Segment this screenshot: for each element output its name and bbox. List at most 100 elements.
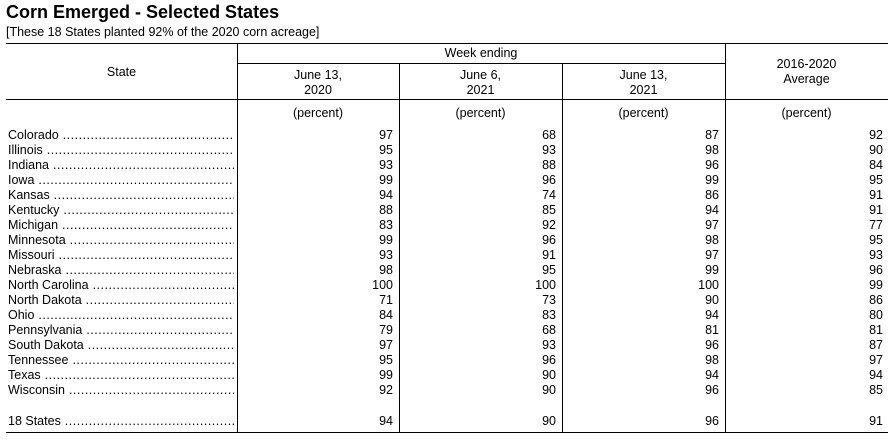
leader-dots: ........................................… — [64, 414, 234, 428]
value-cell-col-2: 73 — [542, 293, 556, 307]
leader-dots: ........................................… — [38, 173, 234, 187]
value-cell-col-2: 91 — [542, 248, 556, 262]
leader-dots: ........................................… — [92, 278, 234, 292]
value-cell-col-4: 95 — [869, 233, 883, 247]
table-title: Corn Emerged - Selected States — [6, 2, 280, 22]
header-col-2-line-1: June 6, — [459, 68, 501, 82]
value-cell-col-3: 98 — [705, 353, 719, 367]
state-label: Kansas .................................… — [8, 188, 234, 203]
leader-dots: ........................................… — [86, 323, 234, 337]
header-state: State — [106, 65, 137, 79]
state-name: Illinois — [8, 143, 43, 157]
value-cell-col-2: 85 — [542, 203, 556, 217]
value-cell-col-3: 100 — [698, 278, 719, 292]
value-cell-col-4: 97 — [869, 353, 883, 367]
value-cell-col-1: 92 — [379, 383, 393, 397]
state-name: Pennsylvania — [8, 323, 83, 337]
value-cell-col-1: 88 — [379, 203, 393, 217]
value-cell-col-3: 94 — [705, 203, 719, 217]
value-cell-col-3: 86 — [705, 188, 719, 202]
leader-dots: ........................................… — [53, 188, 234, 202]
state-name: Wisconsin — [8, 383, 65, 397]
value-cell-col-4: 85 — [869, 383, 883, 397]
table-subtitle: [These 18 States planted 92% of the 2020… — [6, 25, 320, 39]
leader-dots: ........................................… — [44, 368, 234, 382]
value-cell-col-1: 99 — [379, 233, 393, 247]
state-name: Kentucky — [8, 203, 60, 217]
value-cell-col-3: 99 — [705, 263, 719, 277]
value-cell-col-4: 80 — [869, 308, 883, 322]
value-cell-col-4: 96 — [869, 263, 883, 277]
value-cell-col-3: 98 — [705, 143, 719, 157]
value-cell-col-1: 100 — [372, 278, 393, 292]
value-cell-col-4: 91 — [869, 188, 883, 202]
value-cell-col-2: 96 — [542, 353, 556, 367]
value-cell-col-2: 68 — [542, 128, 556, 142]
value-cell-col-4: 99 — [869, 278, 883, 292]
value-cell-col-1: 95 — [379, 353, 393, 367]
unit-col-1: (percent) — [292, 106, 344, 120]
leader-dots: ........................................… — [68, 383, 234, 397]
value-cell-col-2: 88 — [542, 158, 556, 172]
state-name: South Dakota — [8, 338, 84, 352]
value-cell-col-4: 91 — [869, 414, 883, 428]
value-cell-col-2: 96 — [542, 173, 556, 187]
value-cell-col-1: 97 — [379, 338, 393, 352]
leader-dots: ........................................… — [72, 353, 234, 367]
value-cell-col-4: 86 — [869, 293, 883, 307]
value-cell-col-4: 94 — [869, 368, 883, 382]
state-label: Nebraska ...............................… — [8, 263, 234, 278]
value-cell-col-2: 74 — [542, 188, 556, 202]
value-cell-col-2: 93 — [542, 338, 556, 352]
leader-dots: ........................................… — [69, 233, 234, 247]
state-label: South Dakota ...........................… — [8, 338, 234, 353]
value-cell-col-1: 84 — [379, 308, 393, 322]
state-label: Indiana ................................… — [8, 158, 234, 173]
state-name: 18 States — [8, 414, 61, 428]
header-col-4-line-1: 2016-2020 — [776, 57, 837, 71]
state-name: North Carolina — [8, 278, 89, 292]
state-name: Iowa — [8, 173, 35, 187]
state-name: Kansas — [8, 188, 50, 202]
value-cell-col-3: 90 — [705, 293, 719, 307]
value-cell-col-3: 97 — [705, 248, 719, 262]
state-label: North Carolina .........................… — [8, 278, 234, 293]
state-label: Kentucky ...............................… — [8, 203, 234, 218]
header-col-3-line-2: 2021 — [629, 83, 658, 97]
value-cell-col-2: 90 — [542, 383, 556, 397]
value-cell-col-3: 96 — [705, 383, 719, 397]
unit-col-4: (percent) — [781, 106, 832, 120]
value-cell-col-3: 87 — [705, 128, 719, 142]
leader-dots: ........................................… — [65, 263, 234, 277]
value-cell-col-1: 83 — [379, 218, 393, 232]
value-cell-col-3: 97 — [705, 218, 719, 232]
value-cell-col-1: 93 — [379, 248, 393, 262]
state-label: Ohio ...................................… — [8, 308, 234, 323]
value-cell-col-3: 96 — [705, 338, 719, 352]
state-name: Missouri — [8, 248, 55, 262]
state-label: Missouri ...............................… — [8, 248, 234, 263]
state-name: Nebraska — [8, 263, 62, 277]
state-label: Illinois ...............................… — [8, 143, 234, 158]
state-label: North Dakota ...........................… — [8, 293, 234, 308]
value-cell-col-2: 100 — [535, 278, 556, 292]
col-divider-3 — [562, 63, 563, 432]
state-label: Pennsylvania ...........................… — [8, 323, 234, 338]
value-cell-col-1: 71 — [379, 293, 393, 307]
value-cell-col-4: 87 — [869, 338, 883, 352]
leader-dots: ........................................… — [63, 203, 234, 217]
value-cell-col-4: 95 — [869, 173, 883, 187]
col-divider-4 — [725, 43, 726, 432]
bottom-rule — [6, 432, 888, 433]
header-col-4-line-2: Average — [783, 72, 830, 86]
state-label: Wisconsin ..............................… — [8, 383, 234, 398]
value-cell-col-4: 81 — [869, 323, 883, 337]
col-divider-1 — [237, 43, 238, 432]
value-cell-col-3: 81 — [705, 323, 719, 337]
header-col-2-line-2: 2021 — [466, 83, 495, 97]
value-cell-col-1: 93 — [379, 158, 393, 172]
state-label: Minnesota ..............................… — [8, 233, 234, 248]
state-name: Indiana — [8, 158, 50, 172]
state-label: Colorado ...............................… — [8, 128, 234, 143]
state-label: 18 States ..............................… — [8, 414, 234, 429]
